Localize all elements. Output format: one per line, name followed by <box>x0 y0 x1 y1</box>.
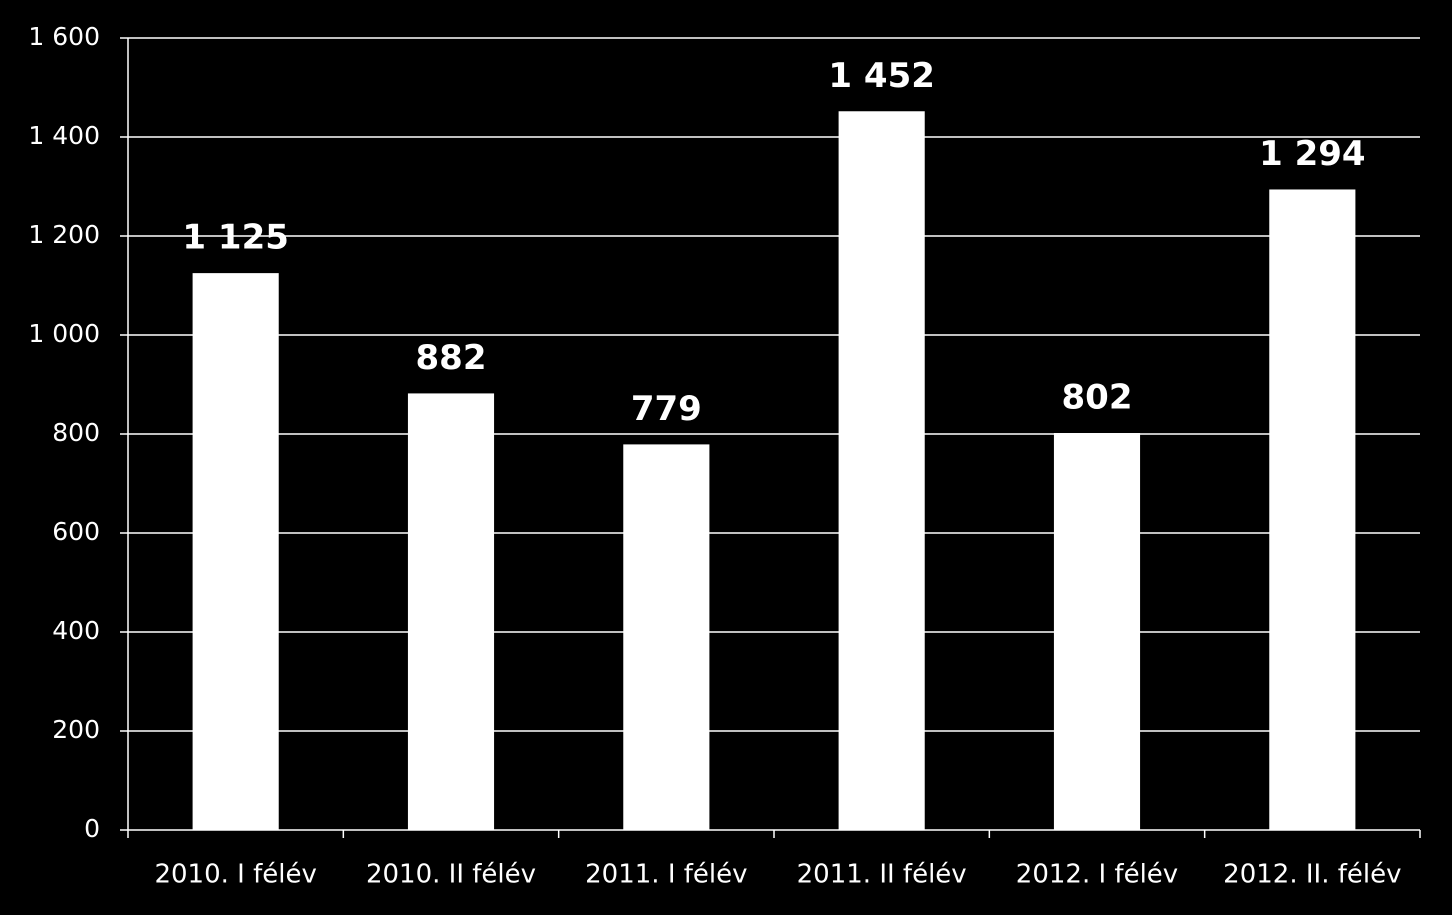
y-tick-label: 600 <box>52 517 100 546</box>
x-tick-label: 2012. I félév <box>1016 860 1178 890</box>
x-tick-label: 2011. II félév <box>797 860 967 890</box>
y-tick-label: 0 <box>84 814 100 843</box>
bar <box>192 273 279 830</box>
y-tick-label: 1 000 <box>28 319 100 348</box>
value-label: 1 294 <box>1259 134 1365 174</box>
y-tick-label: 400 <box>52 616 100 645</box>
x-tick-label: 2010. II félév <box>366 860 536 890</box>
y-tick-label: 800 <box>52 418 100 447</box>
x-tick-label: 2010. I félév <box>154 860 316 890</box>
y-tick-label: 1 600 <box>28 22 100 51</box>
y-tick-label: 200 <box>52 715 100 744</box>
bar <box>1053 433 1141 830</box>
bar <box>407 393 495 830</box>
y-tick-label: 1 400 <box>28 121 100 150</box>
x-tick-label: 2012. II. félév <box>1223 860 1401 890</box>
bar <box>623 444 710 830</box>
bar <box>1269 189 1356 831</box>
value-label: 882 <box>416 338 487 378</box>
y-tick-label: 1 200 <box>28 220 100 249</box>
x-tick-label: 2011. I félév <box>585 860 747 890</box>
value-label: 802 <box>1062 378 1133 418</box>
value-label: 1 452 <box>828 56 934 96</box>
value-label: 1 125 <box>182 218 288 258</box>
value-label: 779 <box>631 389 702 429</box>
bar <box>838 111 925 830</box>
